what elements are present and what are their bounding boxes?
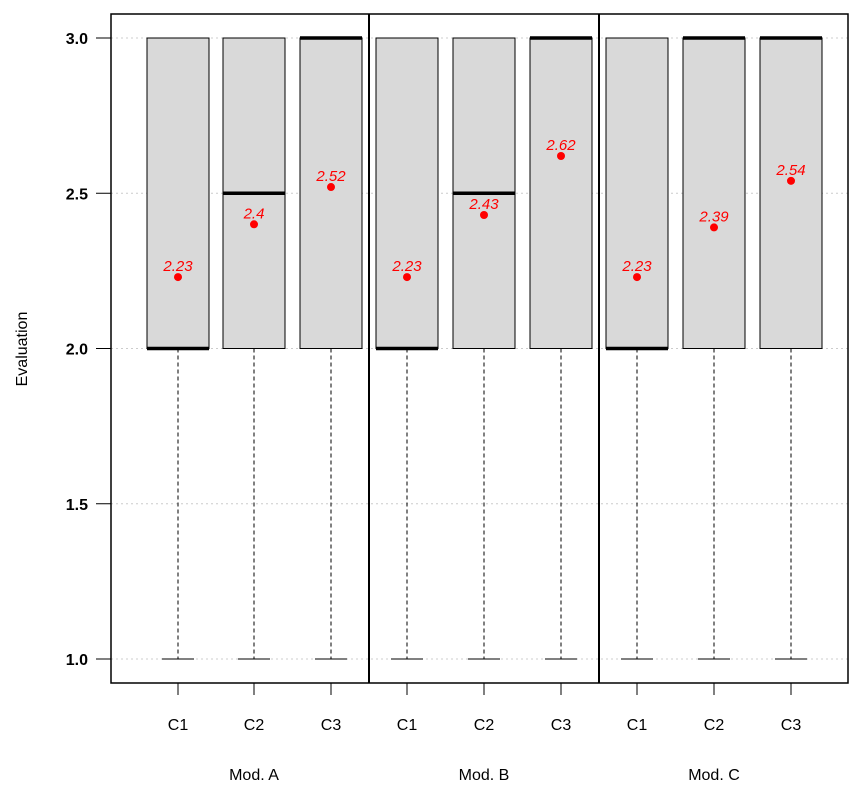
x-tick-label: C2 (704, 717, 725, 734)
x-tick-label: C1 (168, 717, 189, 734)
mean-point (480, 210, 488, 219)
mean-label: 2.52 (315, 168, 346, 185)
box-modc-c1: 2.23 (605, 37, 669, 660)
mean-label: 2.4 (243, 205, 265, 222)
mean-point (787, 176, 795, 185)
box-rect (682, 37, 746, 349)
box-rect (375, 37, 439, 349)
y-axis: 1.0 1.5 2.0 2.5 3.0 (66, 31, 111, 669)
x-tick-label: C3 (321, 717, 342, 734)
mean-label: 2.23 (162, 258, 193, 275)
mean-point (710, 223, 718, 232)
mean-point (174, 273, 182, 282)
box-modc-c2: 2.39 (682, 36, 746, 660)
box-rect (605, 37, 669, 349)
mean-label: 2.23 (621, 258, 652, 275)
box-modb-c3: 2.62 (529, 36, 593, 660)
mean-label: 2.23 (391, 258, 422, 275)
y-tick-label: 1.0 (66, 652, 88, 669)
mean-point (557, 151, 565, 160)
box-rect (146, 37, 210, 349)
y-tick-label: 3.0 (66, 31, 88, 48)
mean-label: 2.54 (775, 162, 805, 179)
mean-point (403, 273, 411, 282)
x-tick-label: C1 (627, 717, 648, 734)
mean-label: 2.39 (698, 208, 729, 225)
y-tick-label: 2.5 (66, 186, 88, 203)
box-rect (299, 37, 363, 349)
mean-point (250, 220, 258, 229)
box-modb-c1: 2.23 (375, 37, 439, 660)
box-moda-c2: 2.4 (222, 37, 286, 660)
x-tick-label: C1 (397, 717, 418, 734)
box-moda-c3: 2.52 (299, 36, 363, 660)
mean-point (633, 273, 641, 282)
x-axis: C1 C2 C3 C1 C2 C3 C1 C2 C3 Mod. A Mod. B Mod. C (168, 683, 802, 784)
box-modc-c3: 2.54 (759, 36, 823, 660)
group-label: Mod. B (459, 767, 510, 784)
x-tick-label: C2 (244, 717, 265, 734)
box-rect (529, 37, 593, 349)
box-rect (759, 37, 823, 349)
mean-label: 2.62 (545, 137, 576, 154)
x-tick-label: C3 (551, 717, 572, 734)
x-tick-label: C2 (474, 717, 495, 734)
y-tick-label: 2.0 (66, 342, 88, 359)
y-axis-title: Evaluation (14, 312, 31, 387)
mean-point (327, 183, 335, 192)
group-label: Mod. C (688, 767, 740, 784)
y-tick-label: 1.5 (66, 497, 88, 514)
box-modb-c2: 2.43 (452, 37, 516, 660)
mean-label: 2.43 (468, 196, 499, 213)
box-moda-c1: 2.23 (146, 37, 210, 660)
group-label: Mod. A (229, 767, 279, 784)
x-tick-label: C3 (781, 717, 802, 734)
boxes: 2.23 2.4 2.52 2.23 2.43 2.62 2.23 2.39 2.54 (146, 36, 823, 660)
